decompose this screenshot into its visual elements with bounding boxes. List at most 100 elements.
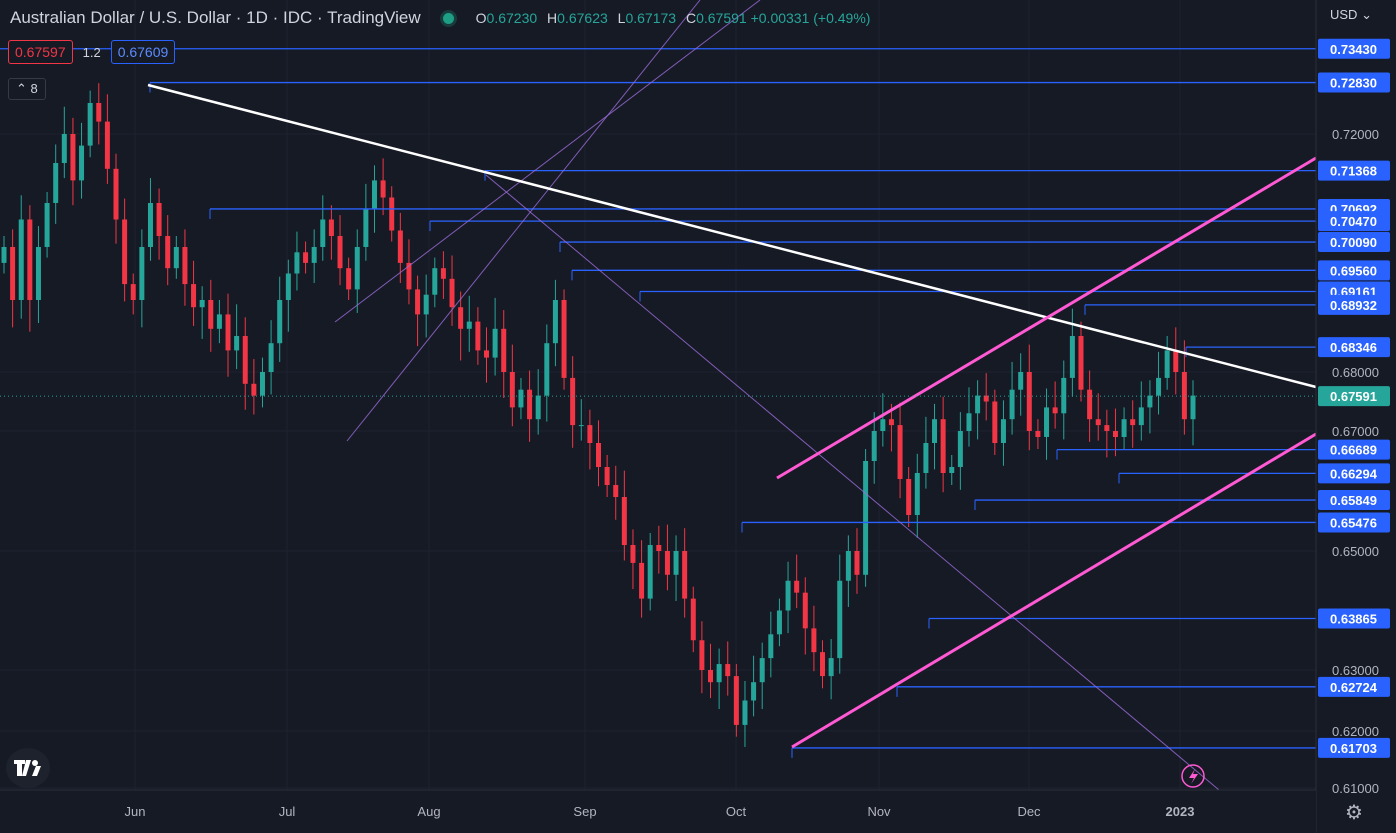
candle-body [863, 461, 869, 575]
indicators-toggle[interactable]: ⌃ 8 [8, 78, 46, 100]
candle-body [897, 425, 903, 479]
candle-body [1173, 350, 1179, 372]
time-tick-label: Nov [867, 804, 891, 819]
candle-body [932, 419, 938, 443]
candle-body [923, 443, 929, 473]
tradingview-logo-icon[interactable] [6, 748, 50, 788]
candle-body [518, 389, 524, 408]
candle-body [483, 350, 489, 358]
candle-body [251, 383, 257, 396]
candle-body [1164, 350, 1170, 378]
candle-body [845, 551, 851, 581]
lightning-icon-glyph [1189, 769, 1198, 784]
candle-body [173, 247, 179, 269]
candle-body [53, 163, 59, 203]
candle-body [242, 336, 248, 384]
time-axis: Jun Jul Aug Sep Oct Nov Dec 2023 [0, 789, 1316, 833]
pitchfork-line [485, 174, 1226, 796]
candle-body [147, 203, 153, 247]
candle-body [380, 180, 386, 198]
candle-body [182, 247, 188, 285]
candle-body [423, 294, 429, 315]
gear-icon[interactable]: ⚙ [1345, 802, 1363, 824]
candle-body [225, 314, 231, 351]
candle-body [966, 413, 972, 431]
candle-body [259, 372, 265, 396]
lightning-icon [1181, 764, 1205, 788]
candle-body [156, 203, 162, 236]
last-price-tag [1318, 386, 1390, 407]
candle-body [759, 658, 765, 683]
candle-body [587, 425, 593, 443]
close-value: 0.67591 +0.00331 (+0.49%) [696, 10, 871, 26]
level-price-label: 0.68346 [1330, 340, 1377, 355]
candle-body [320, 219, 326, 247]
candle-body [888, 419, 894, 426]
sell-button[interactable]: 0.67597 [8, 40, 73, 64]
candle-body [604, 467, 610, 485]
candle-body [432, 268, 438, 295]
candle-body [415, 289, 421, 315]
chevron-up-icon: ⌃ [16, 81, 27, 96]
chevron-down-icon: ⌄ [1361, 7, 1372, 22]
level-price-tag [1318, 260, 1390, 281]
candle-body [535, 395, 541, 420]
candle-body [294, 252, 300, 274]
level-price-label: 0.71368 [1330, 164, 1377, 179]
candle-body [690, 598, 696, 641]
candle-body [389, 197, 395, 231]
candle-body [992, 401, 998, 443]
currency-selector[interactable]: USD ⌄ [1330, 7, 1372, 23]
candle-body [199, 300, 205, 308]
level-price-label: 0.66689 [1330, 443, 1377, 458]
candle-body [1104, 425, 1110, 431]
candle-body [1190, 395, 1196, 420]
buy-button[interactable]: 0.67609 [110, 40, 176, 64]
candle-body [165, 236, 171, 269]
candle-body [647, 545, 653, 599]
level-price-tag [1318, 737, 1390, 758]
candle-body [1009, 389, 1015, 420]
candle-body [578, 425, 584, 427]
candle-body [70, 134, 76, 181]
candle-body [363, 208, 369, 247]
candle-body [725, 664, 731, 677]
level-price-label: 0.72830 [1330, 76, 1377, 91]
candle-body [527, 389, 533, 420]
candle-body [1026, 372, 1032, 431]
candle-body [1147, 395, 1153, 408]
candle-body [1061, 377, 1067, 414]
candle-body [751, 682, 757, 701]
time-tick-label: Dec [1017, 804, 1041, 819]
candle-body [440, 268, 446, 279]
level-price-tag [1318, 211, 1390, 232]
candle-body [544, 343, 550, 396]
candle-body [449, 278, 455, 308]
candle-body [1018, 372, 1024, 390]
time-tick-label: Aug [417, 804, 440, 819]
level-price-label: 0.69560 [1330, 263, 1377, 278]
candle-body [1130, 419, 1136, 426]
candle-body [949, 467, 955, 473]
level-price-tag [1318, 232, 1390, 253]
candle-body [139, 247, 145, 300]
level-price-tag [1318, 463, 1390, 484]
candle-body [509, 372, 515, 408]
candle-body [785, 580, 791, 611]
level-price-label: 0.62724 [1330, 680, 1378, 695]
candlestick-series [1, 83, 1196, 747]
candle-body [122, 219, 128, 285]
candle-body [630, 545, 636, 563]
candle-body [776, 610, 782, 635]
symbol-title[interactable]: Australian Dollar / U.S. Dollar · 1D · I… [10, 8, 421, 27]
candle-body [208, 300, 214, 329]
level-price-tag [1318, 512, 1390, 533]
price-axis: 0.72000 0.68000 0.67000 0.65000 0.63000 0.620… [1315, 0, 1396, 833]
candle-body [1138, 407, 1144, 426]
level-price-label: 0.68932 [1330, 298, 1377, 313]
candle-body [699, 640, 705, 670]
candle-body [44, 203, 50, 247]
candle-body [983, 395, 989, 402]
price-tick-label: 0.65000 [1332, 544, 1379, 559]
